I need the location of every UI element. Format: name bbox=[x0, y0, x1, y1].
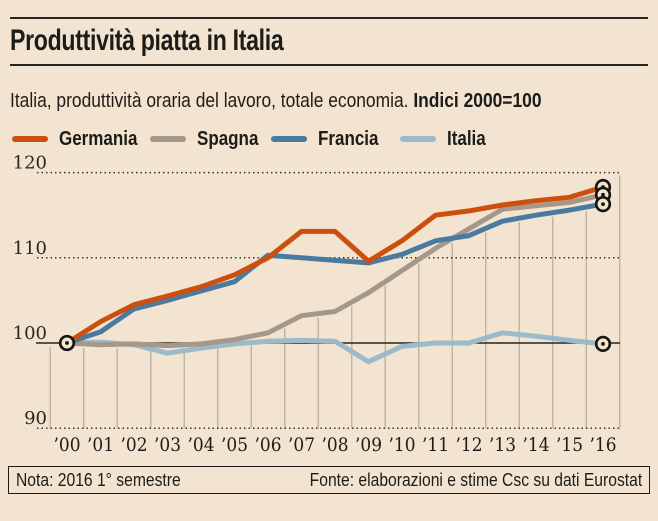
legend-swatch-germania bbox=[12, 136, 48, 142]
end-marker-italia-dot bbox=[601, 341, 605, 346]
x-axis-label-06: ’06 bbox=[255, 434, 282, 456]
x-axis-label-03: ’03 bbox=[154, 434, 181, 456]
legend-label-germania: Germania bbox=[59, 127, 138, 150]
chart-subtitle: Italia, produttività oraria del lavoro, … bbox=[10, 90, 542, 113]
y-axis-label-90: 90 bbox=[24, 408, 47, 429]
end-marker-francia-dot bbox=[601, 202, 605, 207]
y-axis-label-110: 110 bbox=[13, 238, 47, 259]
legend-item-italia: Italia bbox=[400, 127, 493, 150]
end-marker-spagna-dot bbox=[601, 192, 605, 197]
x-axis-label-13: ’13 bbox=[489, 434, 516, 456]
page-title: Produttività piatta in Italia bbox=[10, 24, 284, 57]
x-axis-label-00: ’00 bbox=[54, 434, 81, 456]
y-axis-label-100: 100 bbox=[13, 323, 47, 344]
y-axis-label-120: 120 bbox=[13, 153, 47, 174]
footer-note: Nota: 2016 1° semestre bbox=[16, 469, 181, 490]
series-line-italia bbox=[66, 330, 604, 365]
x-axis-label-09: ’09 bbox=[355, 434, 382, 456]
subtitle-index-note: Indici 2000=100 bbox=[413, 90, 542, 112]
legend-label-italia: Italia bbox=[447, 127, 486, 150]
legend-item-francia: Francia bbox=[271, 127, 389, 150]
start-marker-2000-dot bbox=[65, 341, 69, 345]
x-axis-label-10: ’10 bbox=[389, 434, 416, 456]
footer-source: Fonte: elaborazioni e stime Csc su dati … bbox=[309, 469, 642, 490]
series-line-germania bbox=[65, 184, 604, 346]
x-axis-label-07: ’07 bbox=[288, 434, 315, 456]
legend-item-spagna: Spagna bbox=[150, 127, 269, 150]
series-line-francia bbox=[66, 201, 604, 346]
x-axis-label-08: ’08 bbox=[322, 434, 349, 456]
x-axis-label-14: ’14 bbox=[523, 434, 550, 456]
top-rule bbox=[10, 17, 648, 19]
x-axis-label-11: ’11 bbox=[422, 434, 449, 456]
legend-swatch-italia bbox=[400, 136, 436, 142]
productivity-line-chart: 90 100 110 120 ’00 ’01 ’02 ’03 ’04 ’05 ’06 ’07 ’08 ’0… bbox=[13, 153, 621, 456]
legend-label-francia: Francia bbox=[318, 127, 379, 150]
x-axis-label-01: ’01 bbox=[87, 434, 114, 456]
x-axis-label-05: ’05 bbox=[221, 434, 248, 456]
x-axis-label-15: ’15 bbox=[556, 434, 583, 456]
x-axis-label-02: ’02 bbox=[121, 434, 148, 456]
x-axis-label-04: ’04 bbox=[188, 434, 215, 456]
legend-swatch-francia bbox=[271, 136, 307, 142]
x-axis-label-12: ’12 bbox=[456, 434, 483, 456]
chart-footer: Nota: 2016 1° semestre Fonte: elaborazio… bbox=[8, 466, 650, 494]
series-line-spagna bbox=[66, 192, 604, 349]
title-underline-rule bbox=[10, 64, 648, 66]
legend-swatch-spagna bbox=[150, 136, 186, 142]
legend-item-germania: Germania bbox=[12, 127, 151, 150]
legend-label-spagna: Spagna bbox=[197, 127, 259, 150]
x-axis-label-16: ’16 bbox=[590, 434, 617, 456]
subtitle-text: Italia, produttività oraria del lavoro, … bbox=[10, 90, 414, 112]
